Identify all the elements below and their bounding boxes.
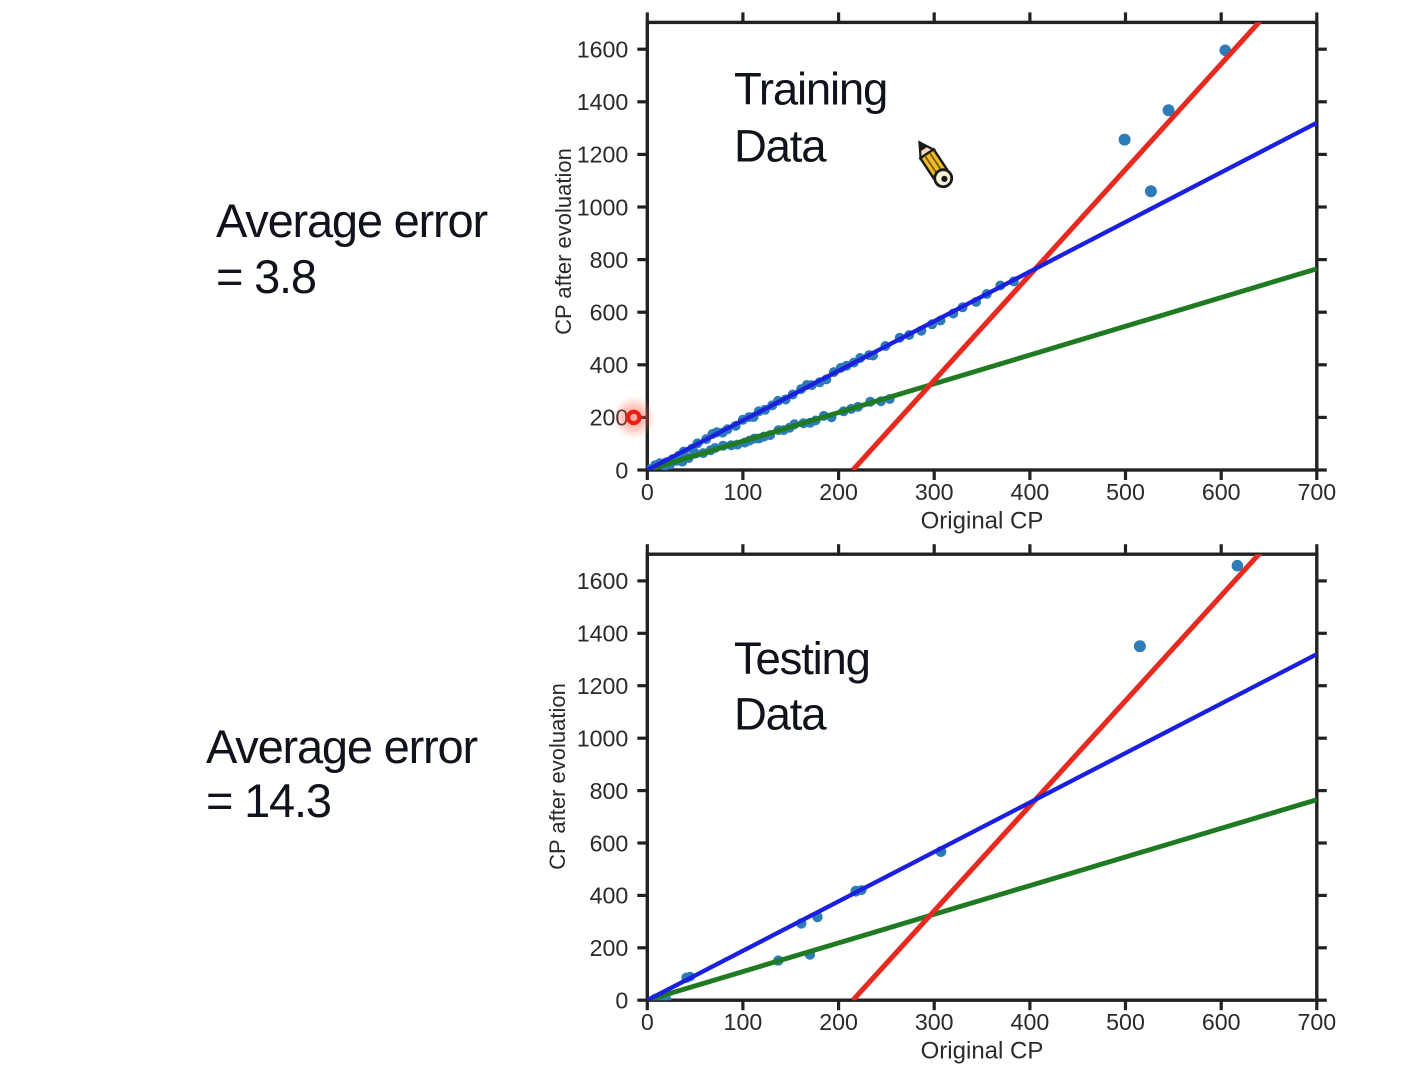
svg-text:CP after evoluation: CP after evoluation <box>545 683 570 870</box>
svg-text:1000: 1000 <box>577 194 629 220</box>
svg-text:800: 800 <box>590 778 629 804</box>
svg-text:= 14.3: = 14.3 <box>206 774 331 827</box>
svg-text:500: 500 <box>1106 1009 1145 1035</box>
svg-text:1600: 1600 <box>577 37 629 63</box>
svg-text:500: 500 <box>1106 479 1145 505</box>
svg-text:100: 100 <box>724 1009 763 1035</box>
svg-text:Original CP: Original CP <box>921 508 1044 535</box>
svg-text:200: 200 <box>819 1009 858 1035</box>
svg-text:Data: Data <box>734 689 827 740</box>
svg-text:600: 600 <box>1202 1009 1241 1035</box>
svg-text:Training: Training <box>734 64 887 115</box>
svg-text:Average error: Average error <box>216 194 487 247</box>
svg-text:200: 200 <box>590 935 629 961</box>
svg-text:600: 600 <box>590 830 629 856</box>
svg-text:300: 300 <box>915 479 954 505</box>
svg-text:400: 400 <box>590 352 629 378</box>
svg-text:600: 600 <box>590 300 629 326</box>
svg-text:Original CP: Original CP <box>921 1038 1044 1065</box>
svg-text:400: 400 <box>1011 479 1050 505</box>
svg-text:400: 400 <box>1011 1009 1050 1035</box>
svg-text:1200: 1200 <box>577 673 629 699</box>
svg-text:300: 300 <box>915 1009 954 1035</box>
svg-text:Data: Data <box>734 120 827 171</box>
svg-text:0: 0 <box>615 988 628 1014</box>
svg-text:100: 100 <box>724 479 763 505</box>
svg-text:200: 200 <box>819 479 858 505</box>
svg-text:CP after evoluation: CP after evoluation <box>551 148 576 335</box>
svg-text:0: 0 <box>641 479 654 505</box>
svg-text:0: 0 <box>641 1009 654 1035</box>
svg-text:1000: 1000 <box>577 726 629 752</box>
svg-text:1600: 1600 <box>577 568 629 594</box>
svg-text:1400: 1400 <box>577 621 629 647</box>
svg-text:700: 700 <box>1297 1009 1336 1035</box>
svg-text:1400: 1400 <box>577 89 629 115</box>
svg-text:800: 800 <box>590 247 629 273</box>
svg-text:400: 400 <box>590 883 629 909</box>
svg-text:Average error: Average error <box>206 720 477 773</box>
svg-text:600: 600 <box>1202 479 1241 505</box>
svg-text:1200: 1200 <box>577 142 629 168</box>
svg-text:700: 700 <box>1297 479 1336 505</box>
svg-text:= 3.8: = 3.8 <box>216 250 316 303</box>
svg-text:0: 0 <box>615 457 628 483</box>
svg-text:Testing: Testing <box>734 633 870 684</box>
